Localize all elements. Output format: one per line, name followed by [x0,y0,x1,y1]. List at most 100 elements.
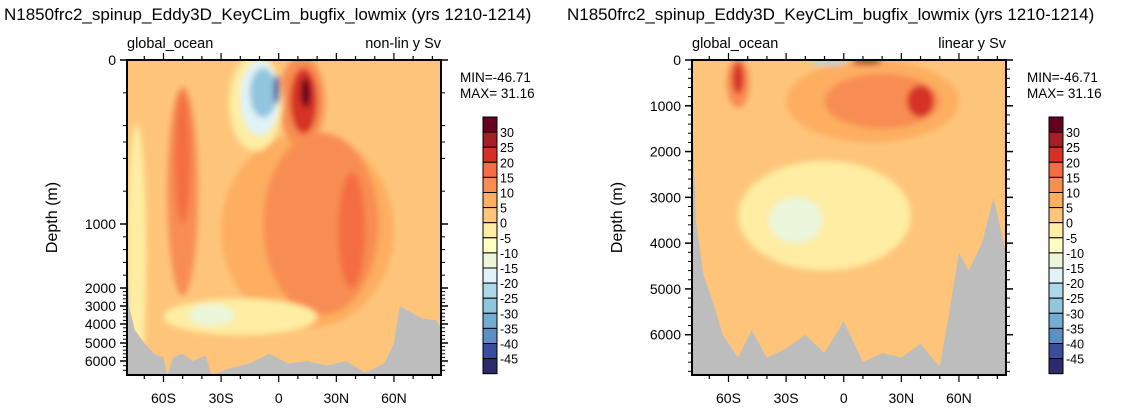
colorbar-label: -25 [1066,292,1084,306]
colorbar-swatch [1048,297,1064,314]
colorbar-swatch [482,176,498,193]
colorbar-label: -20 [500,277,518,291]
y-tick-label: 5000 [650,281,681,297]
max-label: MAX= 31.16 [1027,86,1102,101]
land-mask [692,101,1006,375]
colorbar-swatch [1048,222,1064,239]
x-tick-label: 60S [716,390,741,406]
colorbar-label: 15 [1066,171,1080,185]
y-tick-label: 2000 [85,280,116,296]
x-tick-label: 0 [275,390,283,406]
colorbar-swatch [482,237,498,254]
colorbar-label: -10 [1066,247,1084,261]
x-tick-label: 30S [774,390,799,406]
colorbar-label: 20 [500,156,514,170]
colorbar-swatch [482,327,498,344]
colorbar-swatch [482,161,498,178]
colorbar-swatch [1048,192,1064,209]
y-tick-label: 1000 [85,216,116,232]
colorbar-label: -20 [1066,277,1084,291]
panel-nonlinear: N1850frc2_spinup_Eddy3D_KeyCLim_bugfix_l… [4,5,535,406]
region-label: global_ocean [692,36,778,52]
colorbar-swatch [1048,343,1064,360]
contour-region [163,298,318,336]
x-tick-label: 30S [209,390,234,406]
y-tick-label: 6000 [650,327,681,343]
contour-region [851,60,883,65]
contour-field [127,60,441,375]
colorbar-label: -45 [1066,353,1084,367]
y-tick-label: 4000 [85,316,116,332]
plot-title: N1850frc2_spinup_Eddy3D_KeyCLim_bugfix_l… [4,5,531,24]
colorbar-swatch [1048,116,1064,133]
colorbar-swatch [1048,207,1064,224]
colorbar-label: -45 [500,353,518,367]
x-tick-label: 30N [888,390,914,406]
contour-region [809,60,848,65]
contour-region [338,172,366,289]
units-label: non-lin y Sv [365,36,442,52]
colorbar-swatch [482,312,498,329]
y-tick-label: 3000 [85,298,116,314]
colorbar-label: 0 [1066,217,1073,231]
min-label: MIN=-46.71 [460,70,531,85]
colorbar-label: -15 [1066,262,1084,276]
colorbar-swatch [482,116,498,133]
contour-region [249,68,277,118]
colorbar-swatch [1048,327,1064,344]
colorbar-label: -40 [500,338,518,352]
colorbar-swatch [1048,146,1064,163]
colorbar-label: 25 [500,141,514,155]
colorbar-label: 5 [500,202,507,216]
x-tick-label: 60S [151,390,176,406]
colorbar-label: -5 [1066,232,1077,246]
colorbar-swatch [482,282,498,299]
colorbar-label: 10 [1066,187,1080,201]
y-tick-label: 0 [108,52,116,68]
colorbar-swatch [1048,267,1064,284]
colorbar-label: -25 [500,292,518,306]
colorbar-label: -35 [500,322,518,336]
colorbar-label: -15 [500,262,518,276]
colorbar-swatch [482,297,498,314]
x-tick-label: 60N [946,390,972,406]
colorbar-swatch [1048,282,1064,299]
colorbar-swatch [1048,237,1064,254]
plot-frame [691,59,1007,376]
contour-region [273,74,280,105]
colorbar-label: 30 [500,126,514,140]
colorbar-swatch [1048,252,1064,269]
y-tick-label: 3000 [650,189,681,205]
colorbar-label: -30 [1066,307,1084,321]
colorbar-swatch [482,192,498,209]
contour-region [300,78,311,108]
colorbar-swatch [1048,312,1064,329]
units-label: linear y Sv [938,36,1006,52]
colorbar-swatch [1048,358,1064,375]
contour-region [738,160,911,271]
colorbar-label: -10 [500,247,518,261]
contour-region [188,304,235,326]
max-label: MAX= 31.16 [460,86,535,101]
y-axis-label: Depth (m) [44,182,61,253]
colorbar-swatch [482,222,498,239]
y-tick-label: 2000 [650,144,681,160]
min-label: MIN=-46.71 [1027,70,1098,85]
x-tick-label: 30N [323,390,349,406]
y-axis-label: Depth (m) [609,182,626,253]
colorbar-label: -30 [500,307,518,321]
colorbar-label: -35 [1066,322,1084,336]
colorbar-label: 0 [500,217,507,231]
contour-region [127,124,147,375]
y-tick-label: 6000 [85,353,116,369]
contour-region [824,73,940,129]
contour-region [732,62,744,95]
panel-linear: N1850frc2_spinup_Eddy3D_KeyCLim_bugfix_l… [567,5,1102,406]
y-tick-label: 5000 [85,335,116,351]
colorbar-swatch [1048,131,1064,148]
colorbar-label: 10 [500,187,514,201]
plot-frame [126,59,442,376]
